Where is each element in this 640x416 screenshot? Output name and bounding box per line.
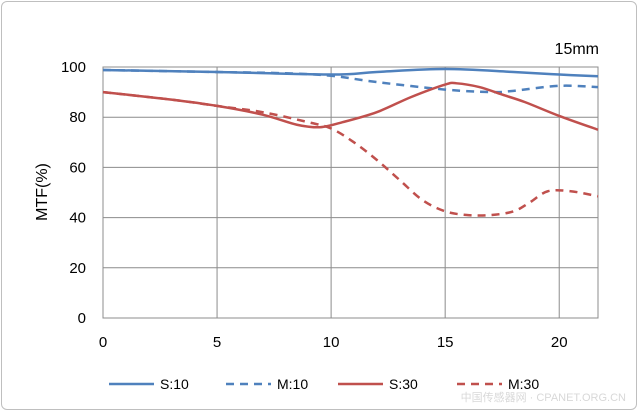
grid [102,66,599,319]
y-tick-label: 0 [78,310,86,327]
y-tick-label: 60 [69,159,86,176]
legend-label: S:30 [389,376,418,392]
mtf-chart: 0 20 40 60 80 100 0 5 10 15 20 MTF(%) 15mm S:10 M:… [34,41,599,392]
series-lines [102,67,599,217]
y-tick-labels: 0 20 40 60 80 100 [61,59,86,327]
series-line-m-10 [102,68,599,94]
legend: S:10 M:10 S:30 M:30 [109,376,539,392]
x-tick-label: 15 [437,334,454,351]
y-axis-title: MTF(%) [34,163,51,221]
x-tick-label: 10 [323,334,340,351]
y-tick-label: 100 [61,59,86,76]
lens-focal-label: 15mm [555,41,599,58]
legend-label: M:30 [508,376,539,392]
x-tick-label: 5 [213,334,221,351]
x-tick-label: 20 [551,334,568,351]
plot-area-border [102,66,599,319]
y-tick-label: 20 [69,260,86,277]
y-tick-label: 80 [69,109,86,126]
y-tick-label: 40 [69,210,86,227]
x-tick-labels: 0 5 10 15 20 [99,334,568,351]
legend-label: M:10 [277,376,308,392]
series-line-m-30 [102,90,599,217]
chart-frame: 0 20 40 60 80 100 0 5 10 15 20 MTF(%) 15mm S:10 M:… [1,1,637,410]
x-tick-label: 0 [99,334,107,351]
legend-label: S:10 [160,376,189,392]
watermark-text: 中国传感器网 · CPANET.ORG.CN [460,392,626,404]
